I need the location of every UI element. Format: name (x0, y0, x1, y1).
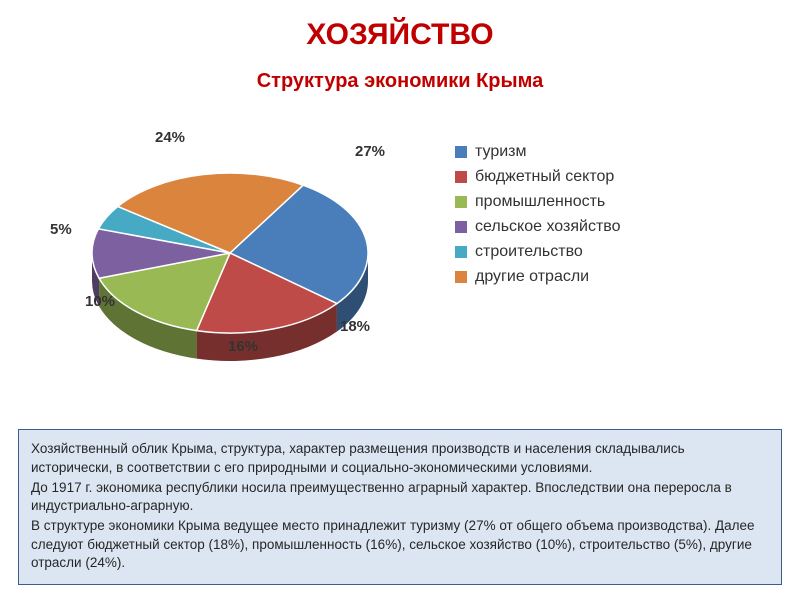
slice-label: 10% (85, 293, 115, 310)
legend-item: сельское хозяйство (455, 218, 620, 236)
legend-swatch (455, 171, 467, 183)
legend: туризм бюджетный сектор промышленность сель… (455, 143, 620, 293)
chart-subtitle: Структура экономики Крыма (0, 70, 800, 93)
legend-swatch (455, 246, 467, 258)
legend-item: другие отрасли (455, 268, 620, 286)
slice-label: 18% (340, 318, 370, 335)
description-paragraph: До 1917 г. экономика республики носила п… (31, 479, 769, 515)
legend-swatch (455, 221, 467, 233)
legend-item: строительство (455, 243, 620, 261)
legend-label: строительство (475, 243, 583, 261)
legend-item: бюджетный сектор (455, 168, 620, 186)
legend-swatch (455, 196, 467, 208)
chart-area: 27% 18% 16% 10% 5% 24% туризм бюджетный сектор… (0, 93, 800, 413)
slice-label: 5% (50, 221, 72, 238)
legend-label: сельское хозяйство (475, 218, 620, 236)
legend-item: туризм (455, 143, 620, 161)
slice-label: 27% (355, 143, 385, 160)
page-title: хозяйство (0, 0, 800, 52)
description-paragraph: В структуре экономики Крыма ведущее мест… (31, 517, 769, 572)
legend-label: другие отрасли (475, 268, 589, 286)
legend-label: бюджетный сектор (475, 168, 614, 186)
legend-item: промышленность (455, 193, 620, 211)
slice-label: 16% (228, 338, 258, 355)
description-paragraph: Хозяйственный облик Крыма, структура, ха… (31, 440, 769, 476)
legend-label: туризм (475, 143, 527, 161)
legend-label: промышленность (475, 193, 605, 211)
pie-chart: 27%18%16%10%5%24% (80, 123, 380, 383)
description-box: Хозяйственный облик Крыма, структура, ха… (18, 429, 782, 585)
slice-label: 24% (155, 129, 185, 146)
legend-swatch (455, 271, 467, 283)
legend-swatch (455, 146, 467, 158)
